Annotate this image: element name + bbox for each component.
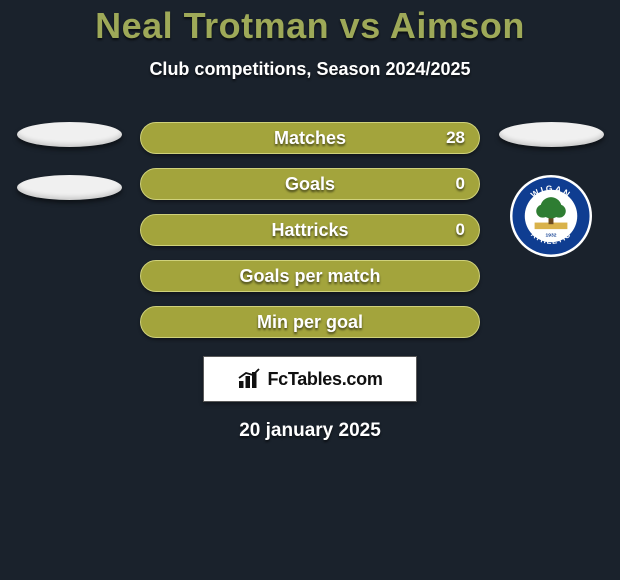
club-badge-icon: WIGAN ATHLETIC 1932 bbox=[510, 175, 592, 257]
stat-label: Goals per match bbox=[141, 261, 479, 291]
page-title: Neal Trotman vs Aimson bbox=[0, 5, 620, 47]
svg-text:1932: 1932 bbox=[546, 233, 557, 239]
stat-bar-goals: Goals 0 bbox=[140, 168, 480, 200]
stat-right-value: 0 bbox=[456, 174, 465, 194]
brand-box: FcTables.com bbox=[203, 356, 417, 402]
stat-right-value: 28 bbox=[446, 128, 465, 148]
stat-bar-min-per-goal: Min per goal bbox=[140, 306, 480, 338]
stat-label: Min per goal bbox=[141, 307, 479, 337]
stat-label: Matches bbox=[141, 123, 479, 153]
placeholder-ellipse bbox=[17, 122, 122, 147]
placeholder-ellipse bbox=[499, 122, 604, 147]
stat-label: Hattricks bbox=[141, 215, 479, 245]
bars-icon bbox=[237, 368, 263, 390]
stat-bar-hattricks: Hattricks 0 bbox=[140, 214, 480, 246]
stat-right-value: 0 bbox=[456, 220, 465, 240]
page-subtitle: Club competitions, Season 2024/2025 bbox=[0, 59, 620, 80]
stat-label: Goals bbox=[141, 169, 479, 199]
stat-bar-goals-per-match: Goals per match bbox=[140, 260, 480, 292]
stat-bar-matches: Matches 28 bbox=[140, 122, 480, 154]
placeholder-ellipse bbox=[17, 175, 122, 200]
generated-date: 20 january 2025 bbox=[0, 420, 620, 442]
stat-bars: Matches 28 Goals 0 Hattricks 0 Goals per… bbox=[140, 122, 480, 338]
right-player-column: WIGAN ATHLETIC 1932 bbox=[494, 122, 608, 257]
left-player-column bbox=[12, 122, 126, 200]
brand-text: FcTables.com bbox=[267, 369, 382, 390]
